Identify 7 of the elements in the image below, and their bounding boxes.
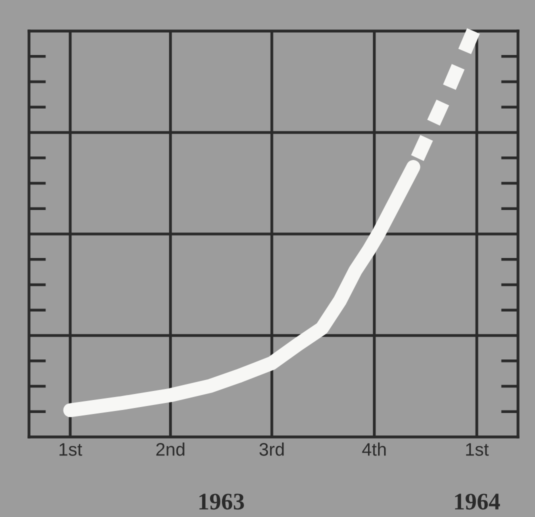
x-tick-label: 1st	[60, 443, 82, 456]
x-tick-label: 3rd	[259, 442, 284, 456]
x-tick-label: 1st	[466, 443, 489, 456]
text: 1964	[455, 494, 500, 510]
x-tick-label: 4th	[362, 442, 386, 456]
x-tick-label: 2nd	[156, 442, 184, 456]
text: 1963	[199, 494, 244, 510]
